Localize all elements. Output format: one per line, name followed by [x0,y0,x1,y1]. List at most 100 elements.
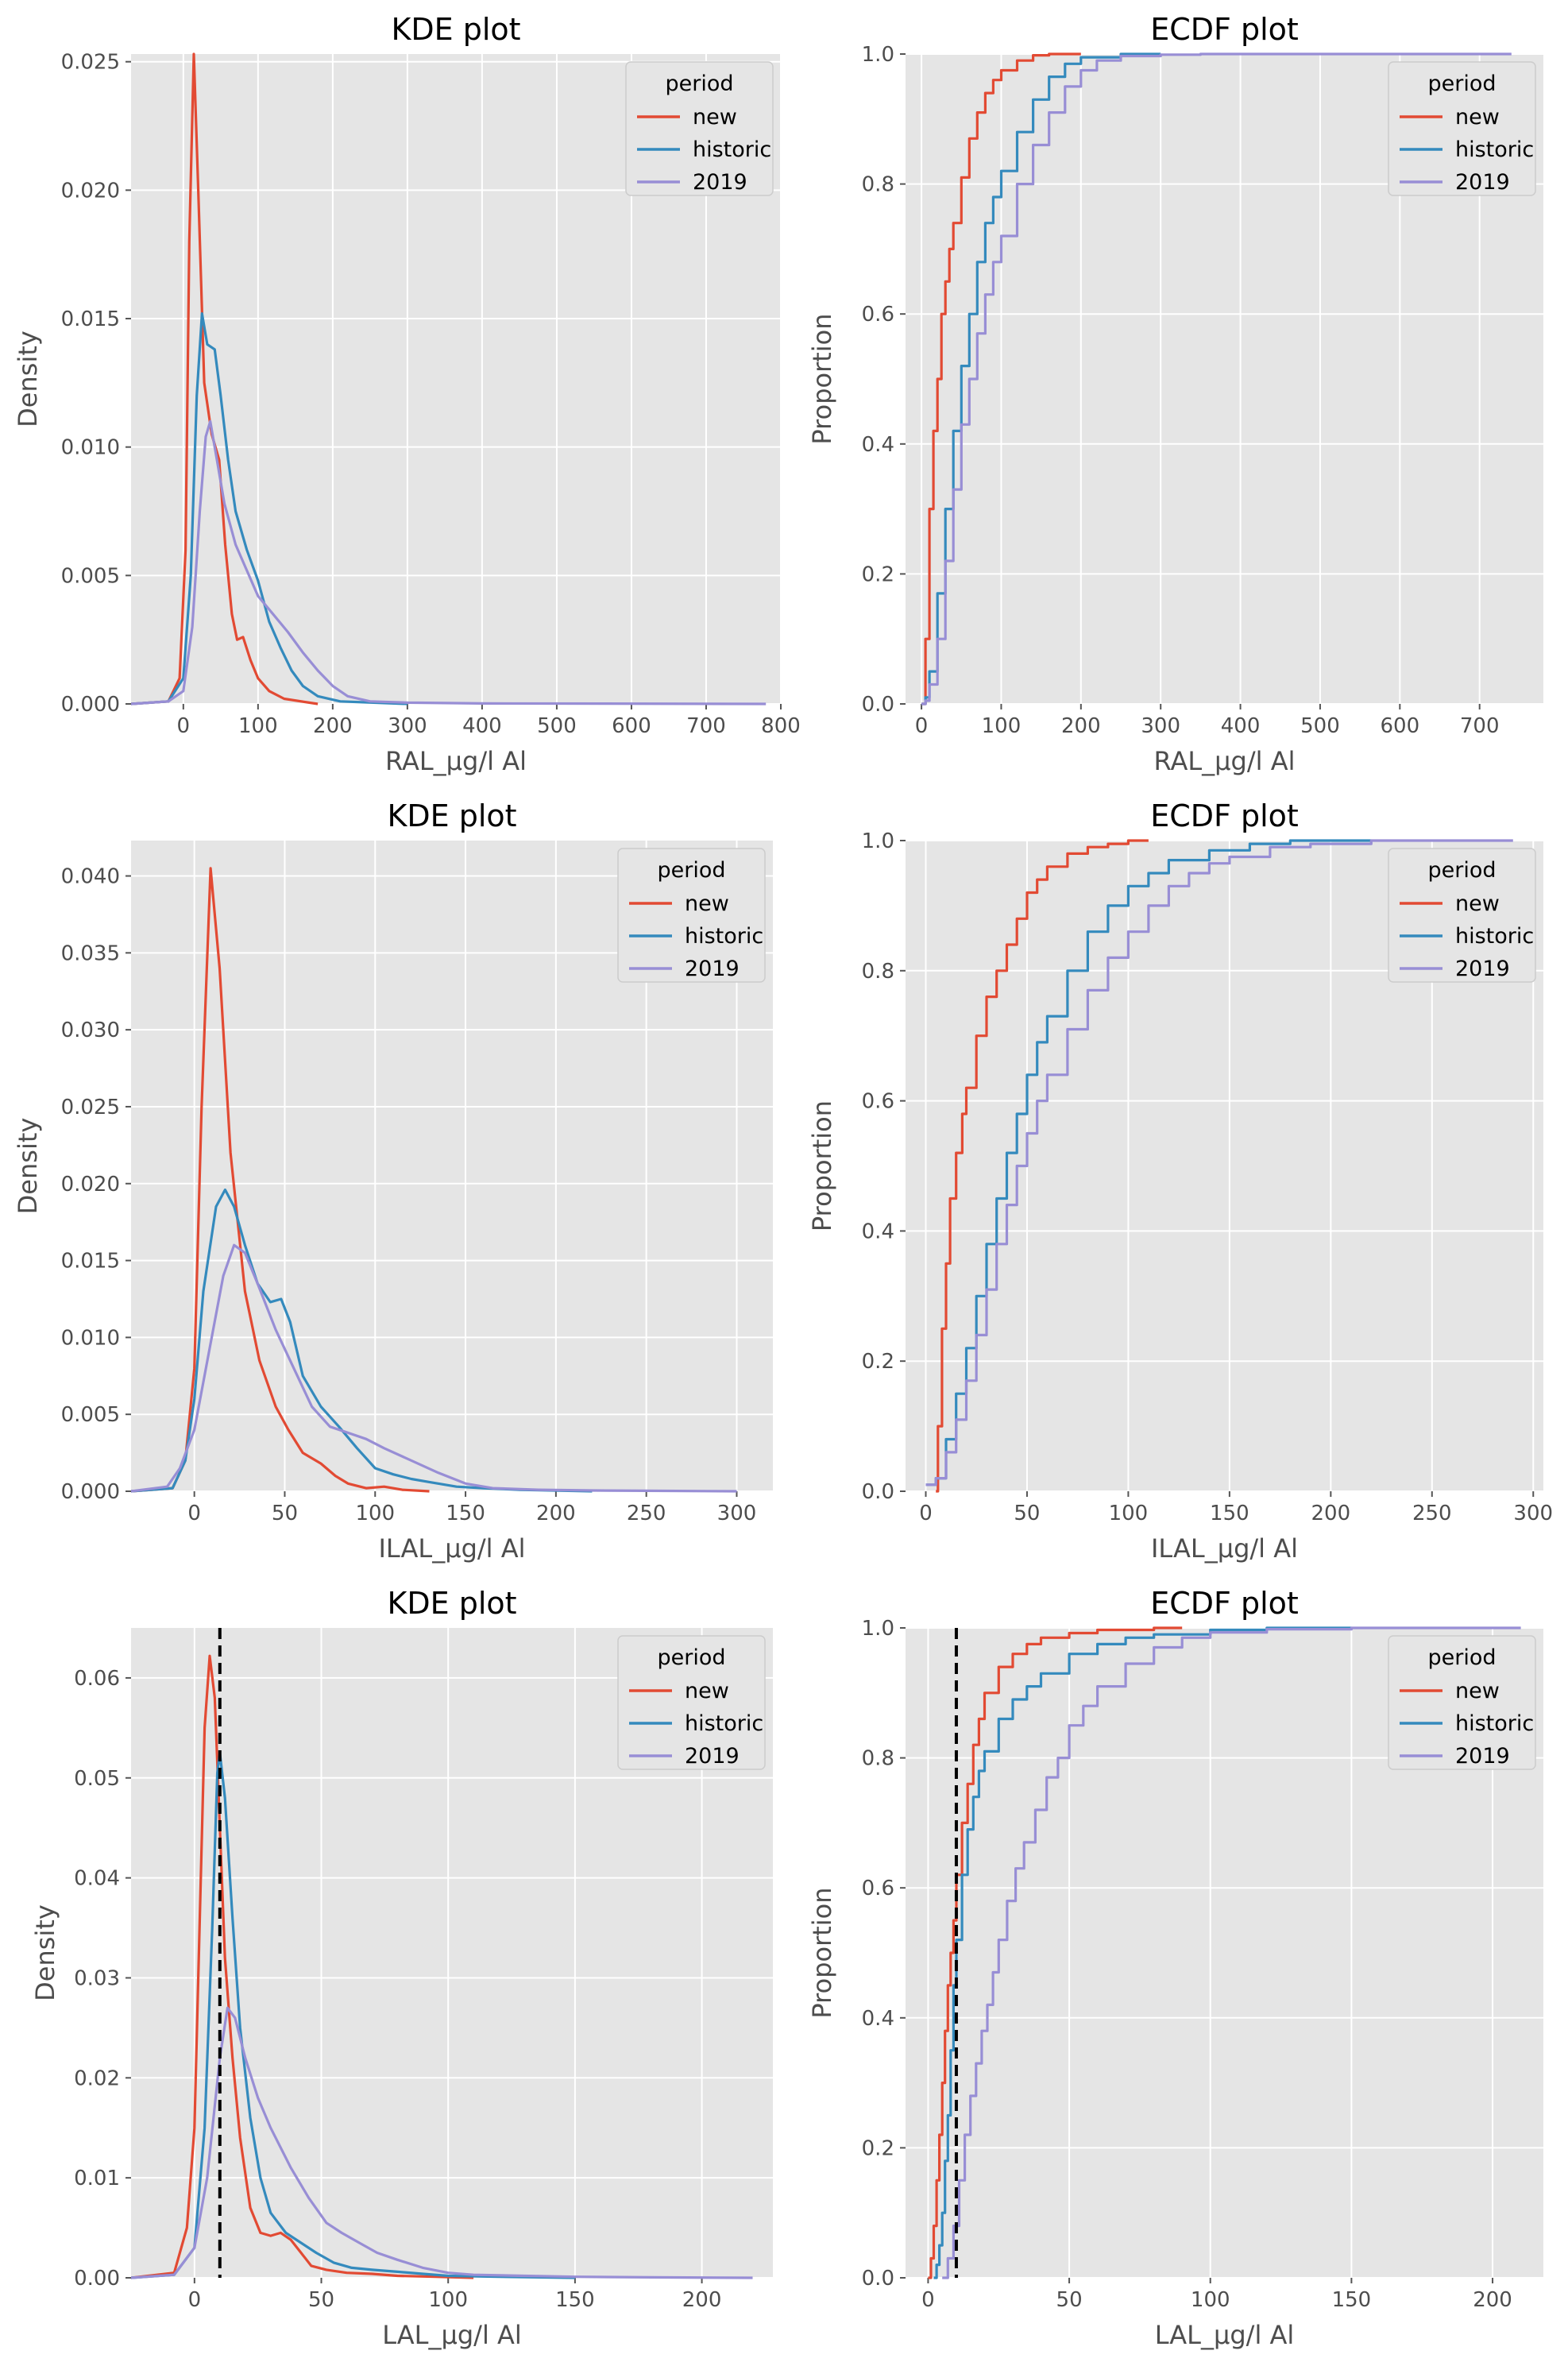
x-tick-label: 300 [1513,1502,1553,1525]
legend-label-historic: historic [693,137,771,162]
chart-title: KDE plot [387,1586,516,1621]
x-tick-label: 250 [627,1502,666,1525]
legend: period new historic 2019 [617,1635,766,1770]
legend-box [1388,848,1536,983]
x-axis-label: RAL_µg/l Al [385,746,527,776]
legend-title: period [665,72,733,96]
chart-panel-1: 0 100 200 300 400 500 600 700 800 0.000 0.005 0.010… [13,12,801,776]
legend-label-new: new [1455,105,1500,130]
y-tick-label: 1.0 [862,43,894,67]
x-tick-label: 600 [612,714,651,738]
y-tick-label: 0.020 [61,179,120,203]
x-tick-label: 100 [1109,1502,1149,1525]
chart-title: KDE plot [387,798,516,833]
x-tick-label: 400 [1221,714,1261,738]
x-tick-label: 50 [272,1502,298,1525]
legend-label-new: new [1455,1679,1500,1703]
legend-box [1388,61,1536,196]
series-line-historic [921,52,1161,706]
series-line-2019 [921,52,1512,706]
legend-label-new: new [685,891,729,916]
x-tick-label: 200 [1061,714,1101,738]
y-tick-label: 0.040 [61,865,120,889]
series-line-new [131,867,430,1493]
legend-label-2019: 2019 [1455,170,1510,195]
legend: period new historic 2019 [617,848,766,983]
x-tick-label: 150 [446,1502,485,1525]
legend-label-2019: 2019 [693,170,747,195]
chart-title: ECDF plot [1150,12,1299,47]
legend-label-2019: 2019 [1455,957,1510,981]
series-line-2019 [131,1243,737,1493]
series-line-historic [131,312,407,706]
y-tick-label: 0.00 [74,2267,120,2291]
x-tick-label: 100 [428,2288,468,2312]
y-tick-label: 0.01 [74,2167,120,2190]
x-tick-label: 600 [1381,714,1420,738]
legend-label-new: new [693,105,737,130]
y-tick-label: 0.4 [862,2007,894,2031]
y-tick-label: 0.8 [862,173,894,197]
y-tick-label: 0.020 [61,1173,120,1197]
x-tick-label: 50 [308,2288,334,2312]
legend-label-historic: historic [685,1711,763,1736]
chart-panel-3: 0 50 100 150 200 250 300 0.000 0.005 0.010 0.015 0.… [13,798,773,1564]
y-tick-label: 0.02 [74,2066,120,2090]
x-tick-label: 250 [1412,1502,1452,1525]
y-tick-label: 0.000 [61,693,120,717]
legend-label-historic: historic [1455,1711,1534,1736]
x-tick-label: 400 [462,714,502,738]
x-tick-label: 800 [761,714,801,738]
x-tick-label: 50 [1056,2288,1083,2312]
y-tick-label: 0.025 [61,1096,120,1119]
x-tick-label: 700 [1460,714,1500,738]
series-line-historic [131,1751,575,2279]
x-axis-label: RAL_µg/l Al [1154,746,1296,776]
y-tick-label: 0.8 [862,960,894,984]
series-line-2019 [942,1626,1521,2279]
y-tick-label: 0.2 [862,2136,894,2160]
legend-label-2019: 2019 [685,1744,740,1769]
legend-box [625,61,774,196]
x-tick-label: 0 [921,2288,935,2312]
x-tick-label: 100 [238,714,278,738]
y-tick-label: 0.0 [862,693,894,717]
legend-label-historic: historic [1455,137,1534,162]
y-tick-label: 0.6 [862,1877,894,1900]
legend: period new historic 2019 [1388,61,1536,196]
x-tick-label: 500 [1300,714,1340,738]
x-tick-label: 200 [536,1502,576,1525]
chart-panel-2: 0 100 200 300 400 500 600 700 0.0 0.2 0.4 0.6 0.8 1.0… [807,12,1543,776]
y-axis-label: Proportion [807,1887,837,2018]
x-tick-label: 0 [187,1502,201,1525]
y-axis-label: Proportion [807,1100,837,1231]
x-tick-label: 150 [1332,2288,1372,2312]
chart-panel-5: 0 50 100 150 200 0.00 0.01 0.02 0.03 0.04 0.05 0.06… [30,1586,773,2350]
x-tick-label: 100 [355,1502,395,1525]
legend-box [617,848,766,983]
series-line-new [928,1626,1183,2279]
y-tick-label: 0.03 [74,1966,120,1990]
x-tick-label: 100 [982,714,1022,738]
y-tick-label: 0.000 [61,1480,120,1504]
y-tick-label: 0.05 [74,1767,120,1791]
y-tick-label: 0.2 [862,1350,894,1374]
y-tick-label: 0.2 [862,563,894,586]
chart-panel-6: 0 50 100 150 200 0.0 0.2 0.4 0.6 0.8 1.0 ECDF plot L… [807,1586,1543,2350]
x-tick-label: 300 [388,714,427,738]
legend: period new historic 2019 [1388,1635,1536,1770]
y-tick-label: 0.010 [61,1326,120,1350]
legend-title: period [657,858,725,883]
series-line-new [131,52,319,706]
legend-title: period [1427,72,1496,96]
legend-title: period [657,1645,725,1670]
series-line-new [936,839,1149,1493]
chart-title: ECDF plot [1150,1586,1299,1621]
series-line-2019 [925,839,1513,1486]
x-axis-label: ILAL_µg/l Al [378,1533,525,1564]
x-axis-label: ILAL_µg/l Al [1151,1533,1298,1564]
x-axis-label: LAL_µg/l Al [1155,2320,1295,2350]
series-line-historic [933,1626,1352,2279]
y-axis-label: Density [30,1904,60,2001]
